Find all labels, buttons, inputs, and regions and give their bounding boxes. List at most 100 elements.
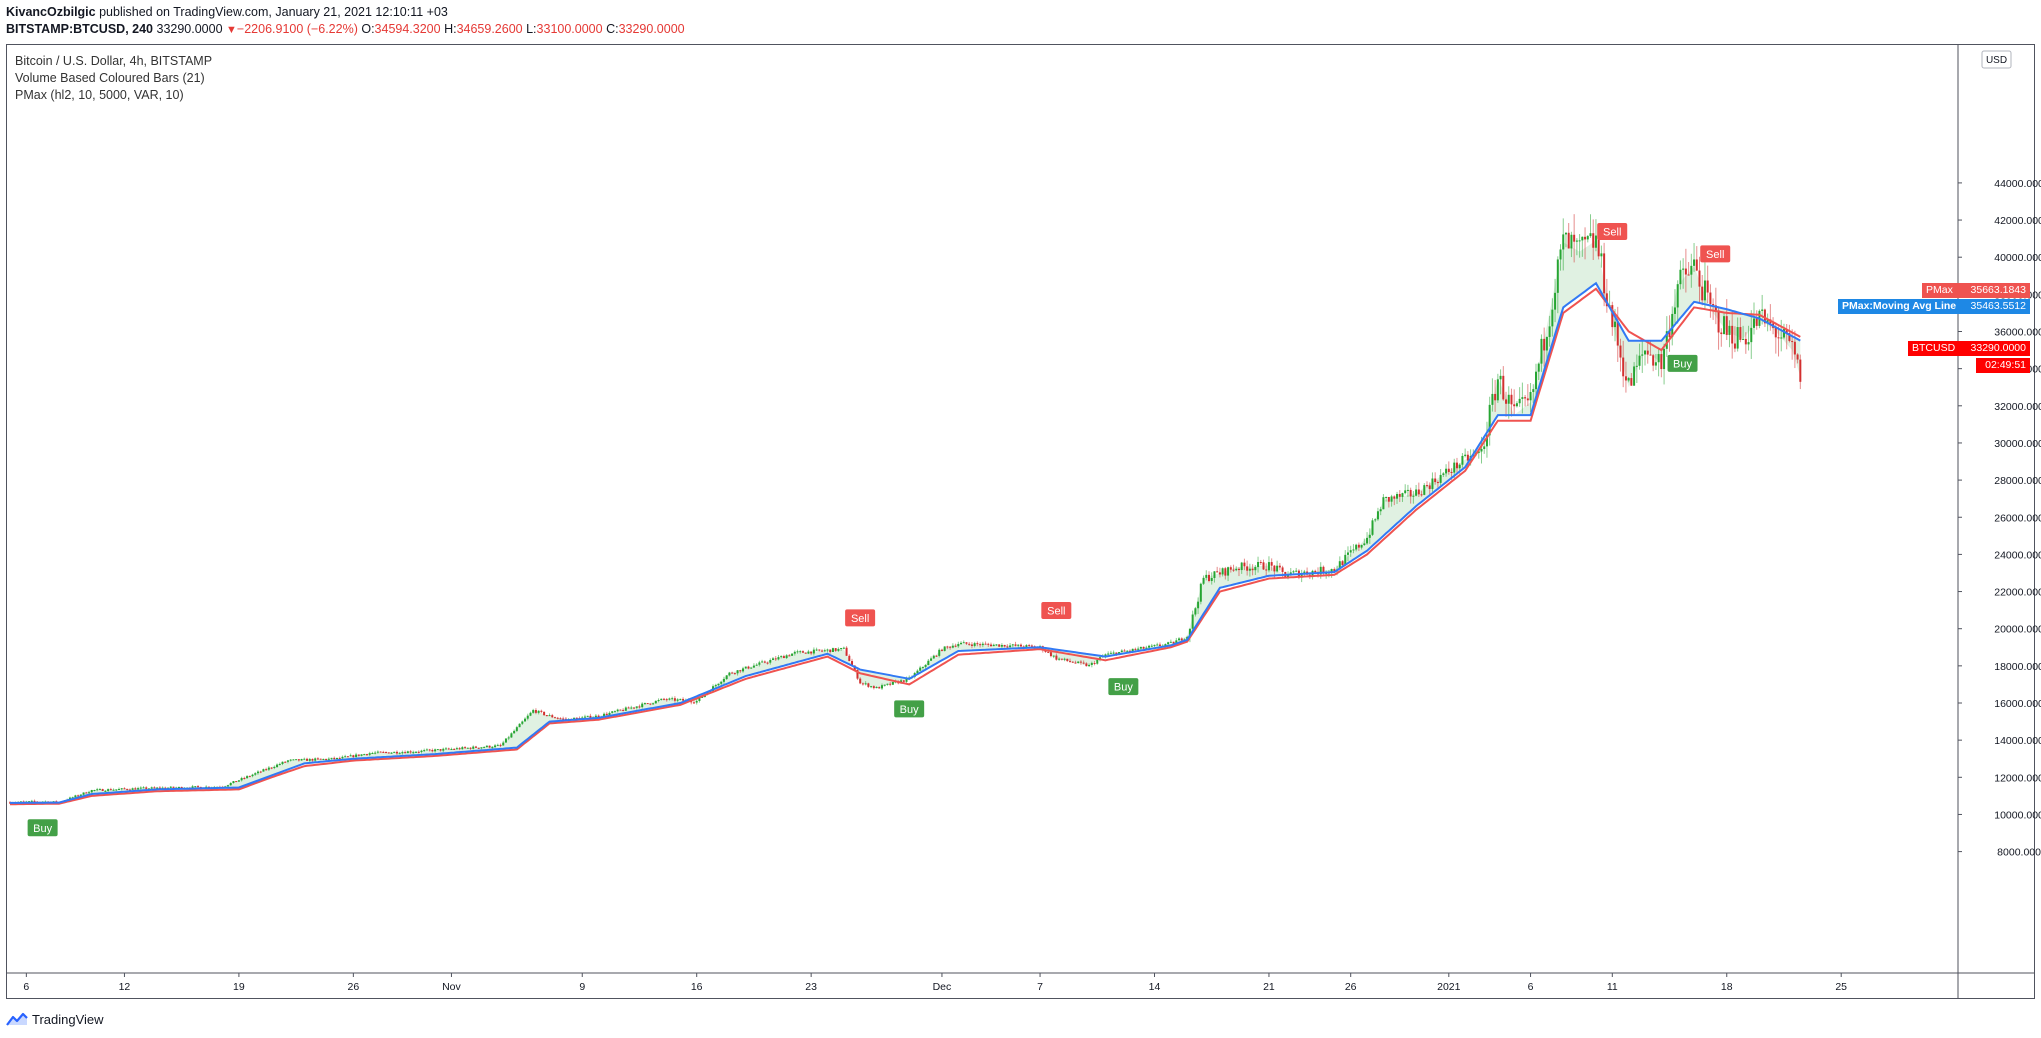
candle-body	[1205, 574, 1208, 578]
legend-title[interactable]: Bitcoin / U.S. Dollar, 4h, BITSTAMP	[15, 54, 213, 68]
candle-body	[1630, 378, 1633, 386]
candle-body	[1216, 571, 1219, 573]
candle-body	[1455, 462, 1458, 469]
y-tick-label: 36000.0000	[1994, 327, 2041, 339]
candle-body	[395, 751, 398, 754]
candle-body	[1265, 569, 1268, 571]
candle-body	[654, 700, 657, 704]
candle-body	[161, 787, 164, 789]
candle-body	[1543, 338, 1546, 351]
candle-body	[374, 752, 377, 754]
legend-indicator-pmax[interactable]: PMax (hl2, 10, 5000, VAR, 10)	[15, 88, 184, 102]
candle-body	[1464, 454, 1467, 456]
candle-body	[423, 750, 426, 752]
candle-body	[314, 758, 317, 761]
time-axis[interactable]: 6 12 19 26 Nov 9 16 23 Dec 7 14 21 26 2021 6 11 18 25	[23, 973, 1847, 993]
y-tick-label: 16000.0000	[1994, 698, 2041, 710]
candle-body	[769, 659, 772, 663]
candle-body	[150, 787, 153, 789]
candle-body	[1540, 338, 1543, 364]
candle-body	[491, 747, 494, 749]
pmax-price-tag: 35663.1843	[1958, 283, 2030, 298]
candle-body	[597, 715, 600, 718]
candle-body	[1063, 658, 1066, 660]
candle-body	[987, 643, 990, 645]
candle-body	[698, 697, 701, 701]
candle-body	[1717, 310, 1720, 333]
candle-body	[466, 747, 469, 749]
candle-body	[474, 746, 477, 748]
candle-body	[690, 701, 693, 703]
candle-body	[1412, 495, 1415, 497]
signal-label: Buy	[900, 704, 919, 716]
currency-badge-text: USD	[1986, 55, 2007, 66]
signal-label: Buy	[1673, 358, 1692, 370]
candle-body	[513, 730, 516, 734]
legend-indicator-volume-bars[interactable]: Volume Based Coloured Bars (21)	[15, 71, 205, 85]
candle-body	[79, 794, 82, 796]
candle-body	[935, 655, 938, 657]
candle-body	[543, 711, 546, 716]
candle-body	[1006, 646, 1009, 648]
x-tick-label: 26	[348, 981, 360, 993]
price-axis[interactable]: 8000.0000 10000.0000 12000.0000 14000.0000 1…	[1958, 178, 2041, 859]
x-tick-label: 6	[23, 981, 29, 993]
candle-body	[949, 646, 952, 648]
candle-body	[134, 788, 137, 790]
candle-body	[796, 651, 799, 653]
chart-frame[interactable]	[6, 44, 2035, 999]
candle-body	[1682, 268, 1685, 270]
candle-body	[1733, 343, 1736, 349]
candle-body	[1240, 562, 1243, 571]
candle-body	[804, 652, 807, 654]
candle-body	[763, 661, 766, 663]
candle-body	[1614, 321, 1617, 328]
candle-body	[235, 781, 238, 783]
x-tick-label: 11	[1607, 981, 1618, 993]
candle-body	[1439, 474, 1442, 483]
candle-body	[363, 754, 366, 756]
candle-body	[755, 664, 758, 666]
candle-body	[412, 752, 415, 754]
x-tick-label: 12	[119, 981, 131, 993]
footer-brand[interactable]: TradingView	[32, 1011, 104, 1027]
candle-body	[679, 698, 682, 700]
symbol-label[interactable]: BITSTAMP:BTCUSD, 240	[6, 22, 154, 36]
candle-body	[1562, 234, 1565, 250]
candle-body	[1423, 485, 1426, 495]
candle-body	[1363, 543, 1366, 546]
candle-body	[248, 776, 251, 778]
candle-body	[1417, 489, 1420, 495]
candle-body	[510, 733, 513, 738]
author-name[interactable]: KivancOzbilgic	[6, 5, 96, 19]
candle-body	[1589, 233, 1592, 237]
candle-body	[286, 760, 289, 762]
published-text: published on TradingView.com, January 21…	[99, 5, 448, 19]
candle-body	[515, 727, 518, 731]
candle-body	[447, 748, 450, 750]
y-tick-label: 40000.0000	[1994, 252, 2041, 264]
candle-body	[485, 745, 488, 748]
candle-body	[232, 781, 235, 783]
candle-body	[1153, 644, 1156, 646]
candle-body	[1592, 233, 1595, 248]
currency-badge[interactable]: USD	[1981, 50, 2012, 69]
candle-body	[842, 647, 845, 649]
mavg-price-tag: 35463.5512	[1958, 299, 2030, 314]
candle-body	[616, 709, 619, 712]
candle-body	[74, 795, 77, 798]
candle-body	[398, 753, 401, 755]
x-tick-label: 16	[691, 981, 703, 993]
candle-body	[714, 685, 717, 687]
candle-body	[1346, 552, 1349, 555]
candle-body	[1535, 371, 1537, 390]
candle-body	[1461, 455, 1464, 465]
candle-body	[1194, 608, 1197, 615]
candle-body	[981, 643, 984, 646]
candle-body	[365, 754, 368, 756]
candle-body	[919, 667, 922, 671]
candle-body	[1627, 378, 1630, 381]
candle-body	[415, 751, 418, 753]
candle-body	[921, 666, 924, 668]
